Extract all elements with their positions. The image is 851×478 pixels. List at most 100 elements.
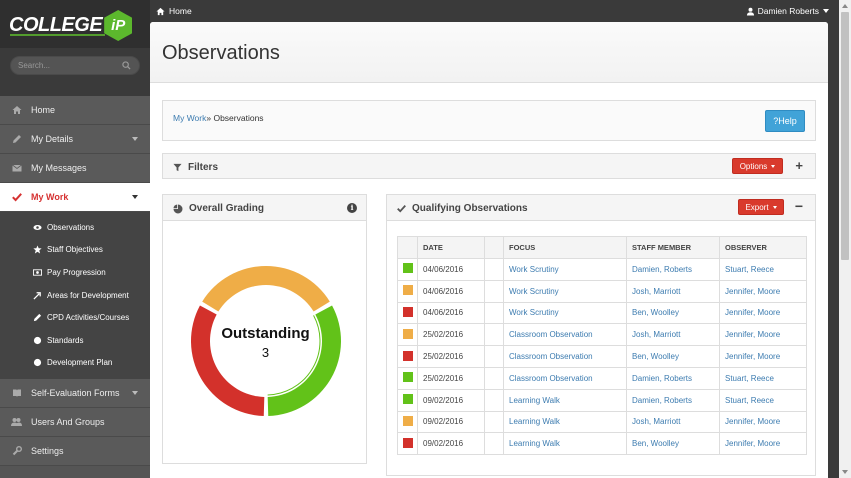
college-ip-logo[interactable]: COLLEGE iP [9,10,133,41]
observer-link[interactable]: Jennifer, Moore [725,308,781,318]
observations-table: DATE FOCUS STAFF MEMBER OBSERVER 04/06/2… [397,236,807,456]
pie-chart-icon [173,204,183,213]
sidebar-subitem-areas-for-development[interactable]: Areas for Development [0,284,150,307]
options-label: Options [739,161,768,171]
focus-link[interactable]: Work Scrutiny [509,264,559,274]
table-row[interactable]: 25/02/2016 Classroom Observation Josh, Mar… [397,323,807,347]
search-input[interactable] [11,57,139,74]
grade-cell [397,258,418,281]
sidebar-item-self-evaluation-forms[interactable]: Self-Evaluation Forms [0,379,150,409]
sidebar-subitem-development-plan[interactable]: Development Plan [0,352,150,375]
donut-segment-good[interactable] [202,266,330,312]
book-icon [11,388,22,399]
info-icon[interactable]: i [347,203,357,213]
user-name: Damien Roberts [757,6,819,16]
breadcrumb-link-my-work[interactable]: My Work [173,113,207,123]
scroll-up-icon[interactable] [842,4,848,8]
observer-link[interactable]: Jennifer, Moore [725,352,781,362]
observer-link[interactable]: Jennifer, Moore [725,330,781,340]
focus-link[interactable]: Classroom Observation [509,373,593,383]
filters-header[interactable]: Filters [173,162,218,173]
staff-link[interactable]: Ben, Woolley [632,308,679,318]
scroll-down-icon[interactable] [842,470,848,474]
table-row[interactable]: 09/02/2016 Learning Walk Josh, Marriott Jen… [397,410,807,434]
observer-link[interactable]: Jennifer, Moore [725,417,781,427]
table-row[interactable]: 09/02/2016 Learning Walk Ben, Woolley Jenni… [397,432,807,456]
search-area [0,48,150,84]
focus-link[interactable]: Classroom Observation [509,330,593,340]
logo-text: COLLEGE [9,14,103,36]
donut-segment-requires-improvement[interactable] [191,305,265,416]
focus-link[interactable]: Learning Walk [509,439,560,449]
observer-link[interactable]: Jennifer, Moore [725,439,781,449]
export-button[interactable]: Export [738,199,784,215]
staff-link[interactable]: Josh, Marriott [632,286,681,296]
focus-link[interactable]: Work Scrutiny [509,286,559,296]
chevron-down-icon [132,195,138,199]
table-row[interactable]: 25/02/2016 Classroom Observation Ben, Wool… [397,345,807,368]
observer-link[interactable]: Stuart, Reece [725,373,774,383]
grade-indicator [403,328,413,339]
staff-link[interactable]: Damien, Roberts [632,264,693,274]
observer-cell: Stuart, Reece [719,258,807,281]
search-icon[interactable] [122,61,131,70]
expand-plus-icon[interactable]: + [795,158,803,173]
sidebar-item-my-details[interactable]: My Details [0,125,150,154]
table-row[interactable]: 04/06/2016 Work Scrutiny Damien, Roberts St… [397,258,807,281]
table-row[interactable]: 09/02/2016 Learning Walk Damien, Roberts St… [397,388,807,412]
sidebar-subitem-standards[interactable]: Standards [0,329,150,352]
focus-cell: Learning Walk [503,432,627,456]
focus-link[interactable]: Learning Walk [509,395,560,405]
staff-link[interactable]: Ben, Woolley [632,439,679,449]
column-header-date[interactable]: DATE [417,236,485,259]
blank-cell [484,432,504,456]
observer-link[interactable]: Stuart, Reece [725,264,774,274]
arrow-icon [33,291,42,300]
sidebar-subitem-observations[interactable]: Observations [0,216,150,239]
sidebar-item-users-and-groups[interactable]: Users And Groups [0,408,150,438]
export-label: Export [745,202,769,212]
column-header-observer[interactable]: OBSERVER [719,236,807,259]
logo-area: COLLEGE iP [0,0,150,48]
scrollbar-thumb[interactable] [841,12,849,260]
date-cell: 04/06/2016 [417,258,485,281]
color-column-header [397,236,418,259]
focus-link[interactable]: Classroom Observation [509,352,593,362]
staff-link[interactable]: Josh, Marriott [632,417,681,427]
sidebar-item-home[interactable]: Home [0,96,150,125]
sidebar-item-settings[interactable]: Settings [0,437,150,467]
grade-cell [397,410,418,434]
collapse-minus-icon[interactable]: − [794,198,803,214]
blank-cell [484,301,504,325]
page-scrollbar[interactable] [839,0,851,478]
observer-link[interactable]: Stuart, Reece [725,395,774,405]
staff-link[interactable]: Ben, Woolley [632,352,679,362]
sidebar-subitem-cpd-activities[interactable]: CPD Activities/Courses [0,306,150,329]
donut-segment-outstanding[interactable] [267,305,341,416]
staff-link[interactable]: Damien, Roberts [632,395,693,405]
sidebar-subitem-pay-progression[interactable]: Pay Progression [0,261,150,284]
help-button[interactable]: ?Help [765,110,805,132]
sidebar-item-my-messages[interactable]: My Messages [0,154,150,183]
sidebar-item-my-work[interactable]: My Work [0,183,150,212]
grade-indicator [403,372,413,383]
sidebar-subitem-staff-objectives[interactable]: Staff Objectives [0,239,150,262]
focus-link[interactable]: Work Scrutiny [509,308,559,318]
table-row[interactable]: 04/06/2016 Work Scrutiny Ben, Woolley Jenni… [397,301,807,325]
top-home-link[interactable]: Home [156,6,192,16]
staff-link[interactable]: Damien, Roberts [632,373,693,383]
staff-link[interactable]: Josh, Marriott [632,330,681,340]
table-row[interactable]: 25/02/2016 Classroom Observation Damien, R… [397,366,807,390]
options-button[interactable]: Options [732,158,783,174]
staff-cell: Ben, Woolley [626,345,720,368]
focus-cell: Classroom Observation [503,345,627,368]
table-row[interactable]: 04/06/2016 Work Scrutiny Josh, Marriott Jen… [397,279,807,303]
focus-link[interactable]: Learning Walk [509,417,560,427]
column-header-staff-member[interactable]: STAFF MEMBER [626,236,720,259]
observer-link[interactable]: Jennifer, Moore [725,286,781,296]
grade-indicator [403,350,413,361]
user-menu[interactable]: Damien Roberts [746,6,829,16]
wrench-icon [11,446,22,457]
sidebar-item-label: My Work [31,192,69,202]
column-header-focus[interactable]: FOCUS [503,236,627,259]
